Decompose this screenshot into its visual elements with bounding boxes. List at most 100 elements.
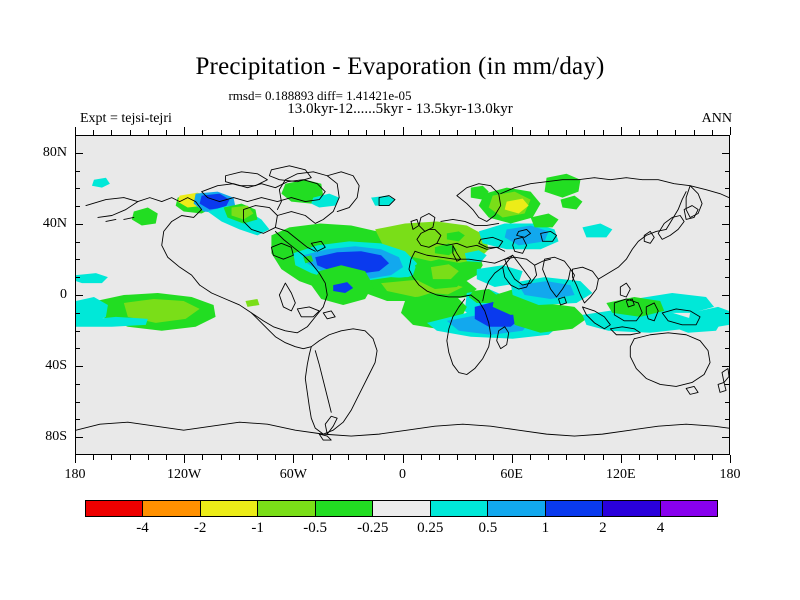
x-axis-minor-tick — [675, 455, 677, 460]
y-axis-minor-tick — [75, 259, 80, 261]
x-axis-minor-tick — [438, 130, 440, 135]
x-axis-minor-tick — [475, 130, 477, 135]
x-axis-minor-tick — [475, 455, 477, 460]
statistics-subtitle: rmsd= 0.188893 diff= 1.41421e-05 — [228, 88, 412, 103]
colorbar — [85, 500, 718, 517]
x-axis-tick — [293, 455, 295, 463]
colorbar-segment — [430, 501, 489, 516]
colorbar-tick-label: 2 — [599, 520, 607, 536]
y-axis-minor-tick — [75, 419, 80, 421]
anomaly-alaska-green — [131, 207, 158, 226]
colorbar-tick-label: 1 — [541, 520, 550, 536]
anomaly-nguinea-lightblue — [518, 281, 575, 299]
colorbar-segment — [200, 501, 259, 516]
y-axis-tick — [722, 223, 730, 225]
x-axis-minor-tick — [711, 455, 713, 460]
anomaly-caspian-green — [446, 231, 465, 242]
y-axis-minor-tick — [725, 348, 730, 350]
y-axis-minor-tick — [75, 312, 80, 314]
colorbar-tick-label: -2 — [193, 520, 207, 536]
x-axis-minor-tick — [566, 130, 568, 135]
x-axis-tick — [293, 127, 295, 135]
x-axis-minor-tick — [366, 455, 368, 460]
x-axis-tick — [75, 127, 76, 135]
y-axis-label: 80S — [45, 429, 67, 445]
colorbar-tick-label: 0.5 — [478, 520, 498, 536]
y-axis-minor-tick — [725, 277, 730, 279]
y-axis-tick — [75, 366, 83, 368]
experiment-label: Expt = tejsi-tejri — [80, 111, 172, 126]
x-axis-minor-tick — [657, 455, 659, 460]
x-axis-label: 180 — [719, 467, 741, 482]
x-axis-minor-tick — [548, 455, 550, 460]
x-axis-tick — [75, 455, 76, 463]
season-label: ANN — [701, 111, 732, 126]
colorbar-segment — [86, 501, 144, 516]
y-axis-minor-tick — [725, 383, 730, 385]
y-axis-minor-tick — [725, 419, 730, 421]
x-axis-minor-tick — [329, 130, 331, 135]
y-axis-label: 40S — [45, 358, 67, 374]
colorbar-segment — [488, 501, 546, 516]
x-axis-minor-tick — [220, 130, 222, 135]
x-axis-minor-tick — [275, 455, 277, 460]
x-axis-minor-tick — [202, 455, 204, 460]
y-axis-minor-tick — [75, 383, 80, 385]
y-axis-tick — [75, 223, 83, 225]
page-title: Precipitation - Evaporation (in mm/day) — [195, 53, 605, 80]
x-axis-minor-tick — [238, 130, 240, 135]
x-axis-minor-tick — [147, 455, 149, 460]
y-axis-minor-tick — [75, 241, 80, 243]
y-axis-label: 0 — [60, 287, 67, 302]
x-axis-minor-tick — [493, 130, 495, 135]
y-axis-tick — [722, 295, 730, 296]
anomaly-speck-pacific — [245, 298, 260, 307]
anomaly-nz-cyan — [672, 316, 723, 333]
x-axis-tick — [402, 127, 404, 135]
x-axis-minor-tick — [347, 455, 349, 460]
y-axis-tick — [722, 437, 730, 439]
x-axis-minor-tick — [111, 455, 113, 460]
y-axis-minor-tick — [75, 401, 80, 403]
anomaly-spacific-cyan-west — [76, 296, 108, 325]
y-axis-minor-tick — [725, 241, 730, 243]
x-axis-minor-tick — [584, 130, 586, 135]
x-axis-minor-tick — [111, 130, 113, 135]
x-axis-tick — [511, 127, 513, 135]
anomaly-china-green — [544, 173, 581, 198]
colorbar-segment — [315, 501, 374, 516]
x-axis-tick — [402, 455, 404, 463]
y-axis-tick — [722, 152, 730, 154]
y-axis-minor-tick — [75, 188, 80, 190]
x-axis-minor-tick — [693, 130, 695, 135]
x-axis-minor-tick — [438, 455, 440, 460]
x-axis-tick — [184, 127, 186, 135]
x-axis-minor-tick — [256, 455, 258, 460]
x-axis-minor-tick — [420, 455, 422, 460]
coastline-layer — [76, 165, 729, 441]
y-axis-minor-tick — [725, 312, 730, 314]
anomaly-indonesia-green-india2 — [430, 264, 459, 280]
y-axis-minor-tick — [725, 206, 730, 208]
y-axis-minor-tick — [725, 330, 730, 332]
colorbar-segment — [660, 501, 717, 516]
x-axis-minor-tick — [493, 455, 495, 460]
y-axis-label: 80N — [42, 144, 67, 160]
y-axis-tick — [75, 437, 83, 439]
x-axis-label: 60E — [500, 467, 523, 482]
y-axis-minor-tick — [725, 401, 730, 403]
y-axis-minor-tick — [75, 170, 80, 172]
x-axis-minor-tick — [256, 130, 258, 135]
x-axis-minor-tick — [639, 130, 641, 135]
anomaly-indonesia-green-ne — [512, 302, 587, 333]
x-axis-tick — [730, 455, 731, 463]
world-map-plot — [75, 135, 730, 455]
y-axis-tick — [75, 152, 83, 154]
x-axis-minor-tick — [548, 130, 550, 135]
x-axis-minor-tick — [711, 130, 713, 135]
x-axis-minor-tick — [311, 455, 313, 460]
x-axis-label: 180 — [64, 467, 86, 482]
colorbar-tick-label: -0.5 — [303, 520, 328, 536]
y-axis-label: 40N — [42, 215, 67, 231]
